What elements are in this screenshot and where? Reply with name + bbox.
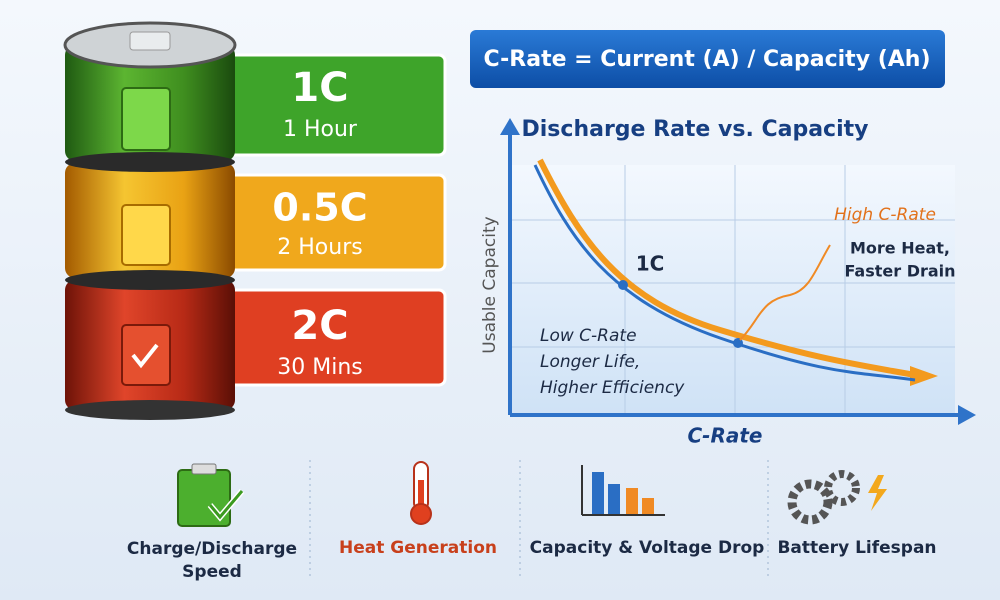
feature-label: Heat Generation	[339, 538, 497, 558]
duration: 2 Hours	[277, 235, 362, 260]
rate-tags: 1C 1 Hour 0.5C 2 Hours 2C 30 Mins	[213, 53, 447, 387]
feature-label: Capacity & Voltage Drop	[530, 538, 765, 558]
formula: C-Rate = Current (A) / Capacity (Ah)	[484, 47, 931, 72]
feature-label: Charge/Discharge	[127, 539, 297, 559]
high-rate-note: Faster Drain	[844, 262, 955, 281]
point-label: 1C	[636, 252, 665, 276]
formula-box	[470, 30, 945, 88]
rate: 0.5C	[272, 186, 367, 230]
y-axis-label: Usable Capacity	[480, 216, 500, 353]
graph: Discharge Rate vs. Capacity Usable Capac…	[480, 117, 976, 448]
features: Charge/Discharge Speed Heat Generation C…	[127, 460, 937, 582]
feature-label: Speed	[182, 562, 242, 582]
rate: 1C	[291, 65, 348, 111]
low-rate-note: Higher Efficiency	[540, 378, 685, 398]
low-rate-note: Longer Life,	[540, 352, 640, 372]
duration: 30 Mins	[277, 355, 363, 380]
feature-label: Battery Lifespan	[777, 538, 936, 558]
high-rate-title: High C-Rate	[834, 205, 936, 225]
graph-title: Discharge Rate vs. Capacity	[522, 117, 869, 142]
battery	[63, 21, 237, 420]
high-rate-note: More Heat,	[850, 239, 950, 258]
x-axis-label: C-Rate	[688, 424, 763, 448]
duration: 1 Hour	[283, 117, 358, 142]
low-rate-note: Low C-Rate	[540, 326, 637, 346]
rate: 2C	[291, 303, 348, 349]
